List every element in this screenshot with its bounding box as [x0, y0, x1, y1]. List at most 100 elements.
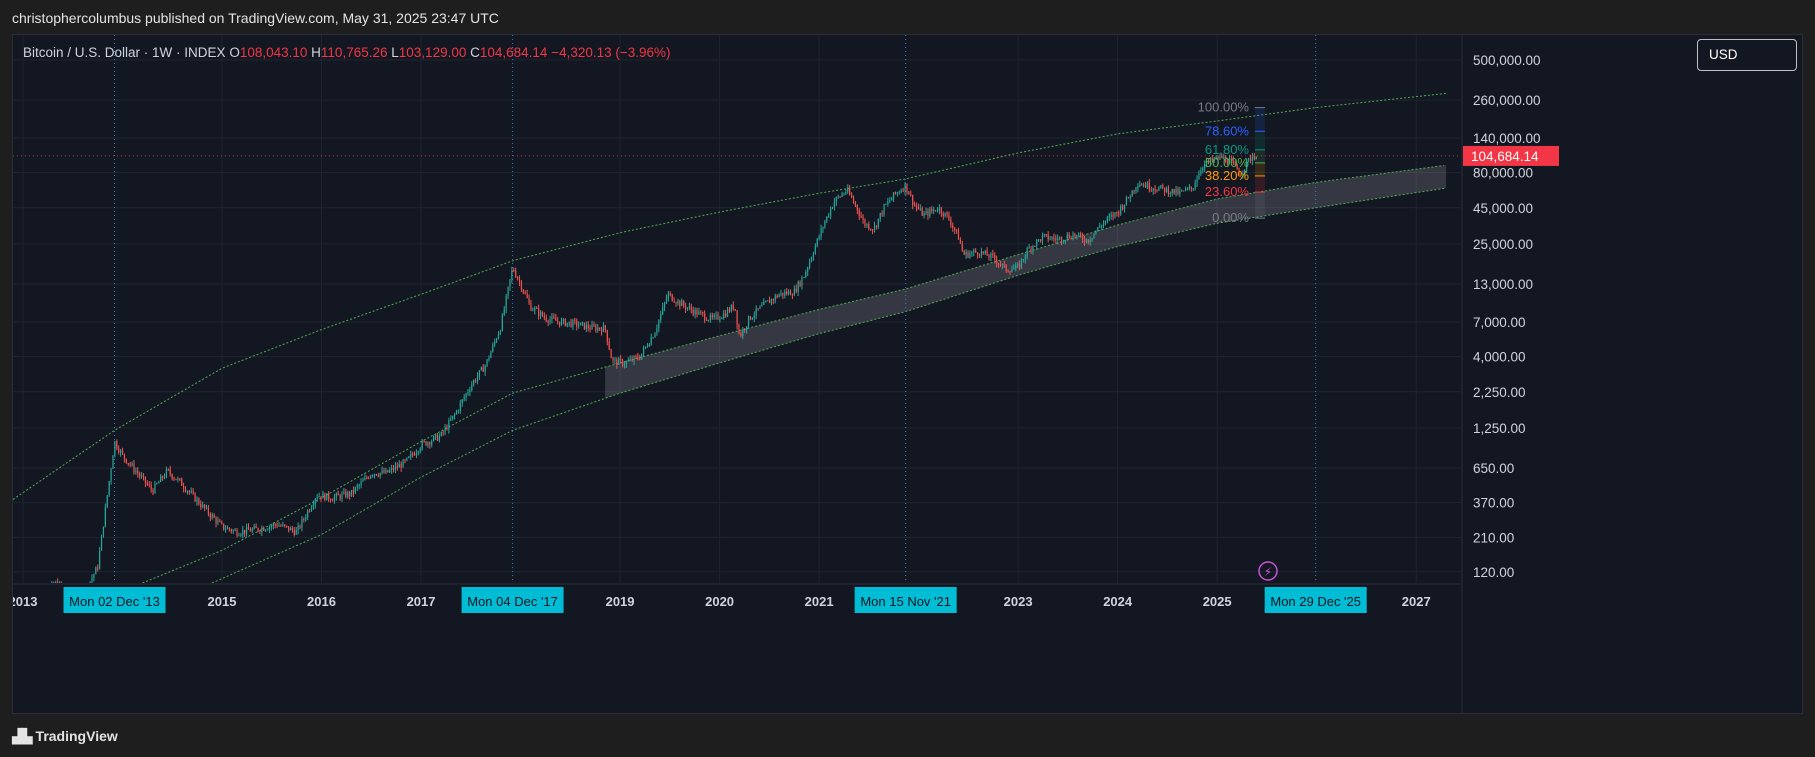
candle [196, 498, 198, 502]
candle [568, 321, 570, 323]
candle [207, 507, 210, 514]
candle [392, 467, 395, 470]
candle [371, 475, 374, 477]
candle [1246, 159, 1248, 170]
candle [933, 209, 935, 211]
candle [600, 329, 603, 333]
candle [1110, 214, 1112, 217]
candle [757, 308, 759, 310]
candle [1150, 189, 1152, 191]
candle [921, 208, 923, 216]
candle [934, 209, 937, 211]
candle [795, 288, 797, 292]
candle [165, 469, 168, 477]
candle [1102, 222, 1105, 227]
fib-zone [1254, 175, 1265, 193]
fib-level-label: 23.60% [1205, 184, 1250, 199]
candle [303, 519, 305, 521]
candle [1020, 259, 1023, 268]
candle [46, 612, 47, 620]
candle [833, 201, 836, 208]
candle [644, 346, 647, 349]
candle [358, 484, 360, 486]
candle [1003, 263, 1005, 265]
candle [1095, 231, 1097, 234]
candle [698, 311, 700, 315]
candle [425, 441, 427, 446]
candle [396, 465, 398, 468]
candle [723, 313, 725, 318]
candle [610, 349, 612, 359]
candle [774, 295, 776, 301]
candle [1141, 184, 1143, 186]
currency-button[interactable]: USD [1697, 39, 1797, 71]
candle [541, 311, 544, 316]
candle [517, 277, 519, 280]
candle [503, 309, 505, 315]
candle [326, 493, 328, 501]
candle [419, 448, 421, 452]
candle [450, 419, 452, 421]
candle [1183, 190, 1185, 192]
candle [591, 324, 593, 330]
candle [1087, 239, 1089, 243]
candle [265, 529, 267, 531]
candle [501, 314, 503, 331]
candle [908, 191, 910, 195]
candle [253, 526, 255, 529]
candle [1219, 156, 1221, 160]
candle [446, 427, 448, 430]
candle [891, 198, 893, 201]
candle [625, 361, 627, 365]
candle [440, 432, 442, 436]
candle [494, 341, 496, 345]
candle [532, 310, 534, 312]
candle [574, 320, 576, 322]
price-chart[interactable]: 100.00% 78.60% 61.80%50.00%38.20%23.60% 0.0… [13, 35, 1804, 715]
candle [1186, 188, 1189, 190]
candle [683, 301, 685, 306]
candle [562, 319, 565, 321]
candle [572, 320, 574, 327]
time-tick-label: 2021 [805, 594, 834, 609]
candle [32, 663, 33, 669]
candle [851, 194, 853, 198]
candle [849, 188, 851, 195]
candle [996, 259, 998, 264]
candle [734, 308, 736, 311]
chart-pane[interactable]: 100.00% 78.60% 61.80% 50.00% 38.20% 23.60% 0.0… [12, 34, 1804, 715]
tradingview-logo[interactable]: ▟▙ TradingView [12, 728, 118, 745]
candle [1173, 188, 1175, 194]
candle [755, 308, 757, 316]
candle [612, 358, 614, 361]
candle [188, 491, 190, 493]
candle [131, 463, 133, 465]
candle [579, 322, 582, 326]
candle [293, 530, 295, 535]
time-tick-label: 2020 [705, 594, 734, 609]
candle [753, 315, 755, 318]
candle [461, 399, 463, 403]
alert-icon[interactable]: ⚡ [1258, 561, 1278, 581]
candle [883, 204, 885, 215]
candle [368, 477, 370, 479]
candle [297, 525, 299, 531]
fib-level-label: 100.00% [1198, 100, 1250, 115]
candle [671, 294, 673, 301]
candle [412, 453, 414, 455]
candle [310, 507, 313, 511]
candle [139, 473, 141, 477]
candle [1062, 241, 1065, 243]
candle [97, 567, 99, 569]
candle [240, 534, 242, 536]
candle [730, 305, 732, 312]
price-tick-label: 140,000.00 [1473, 131, 1541, 146]
candle [690, 306, 692, 310]
candle [350, 489, 353, 496]
candle [894, 192, 897, 194]
candle [955, 229, 958, 231]
candle [379, 472, 381, 477]
candle [1244, 169, 1246, 175]
candle [100, 535, 103, 551]
candle [1072, 234, 1074, 239]
